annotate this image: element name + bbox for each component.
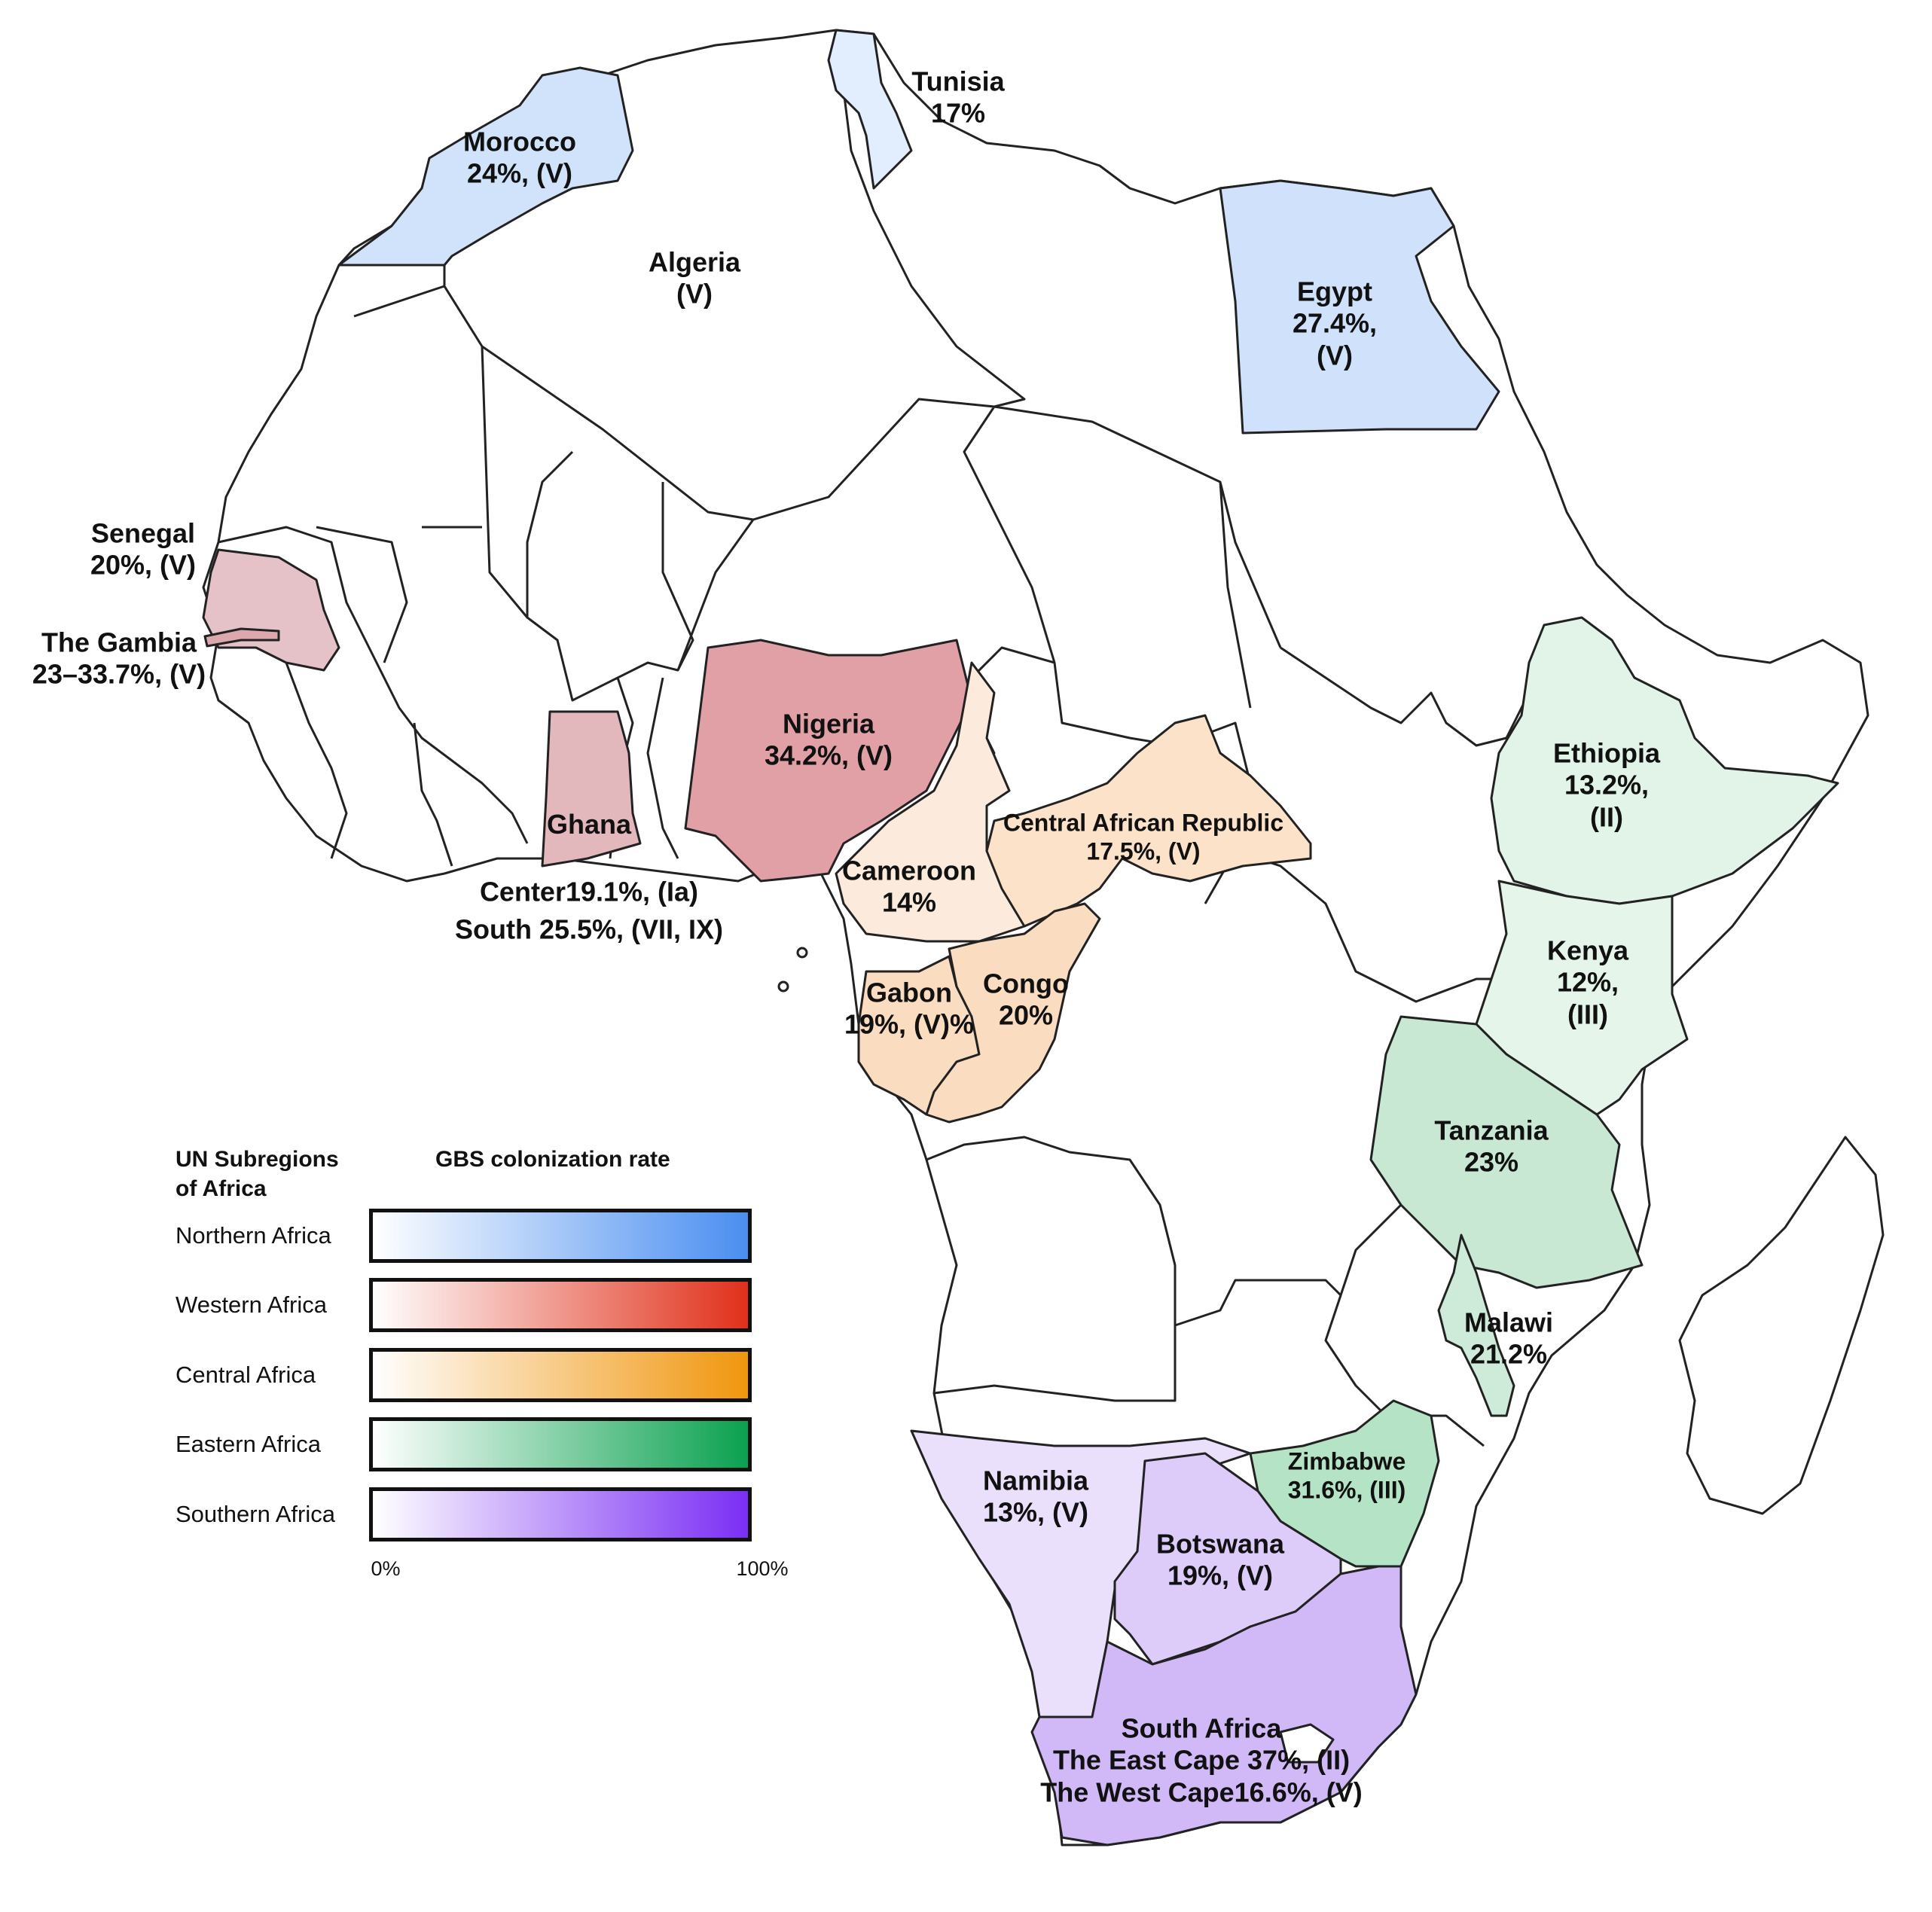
label-gambia: The Gambia 23–33.7%, (V) bbox=[32, 627, 206, 691]
label-zimbabwe-value: 31.6%, (III) bbox=[1287, 1476, 1406, 1503]
label-kenya-value: 12%, bbox=[1556, 966, 1619, 998]
country-tunisia bbox=[827, 29, 913, 190]
legend-bar-central bbox=[369, 1348, 752, 1402]
label-kenya-name: Kenya bbox=[1546, 935, 1629, 966]
label-ghana-center: Center19.1%, (Ia) bbox=[479, 876, 699, 907]
label-kenya-serotype: (III) bbox=[1567, 999, 1608, 1030]
label-tunisia-name: Tunisia bbox=[911, 66, 1005, 97]
legend-bar-southern bbox=[369, 1487, 752, 1541]
label-morocco-name: Morocco bbox=[462, 126, 577, 157]
label-south-africa: South Africa The East Cape 37%, (II) The… bbox=[1040, 1712, 1362, 1808]
label-tanzania-value: 23% bbox=[1463, 1147, 1519, 1178]
label-namibia-name: Namibia bbox=[982, 1465, 1089, 1496]
country-morocco bbox=[337, 66, 634, 267]
label-cameroon: Cameroon 14% bbox=[842, 855, 976, 919]
label-malawi-name: Malawi bbox=[1463, 1307, 1554, 1338]
legend-column-header: GBS colonization rate bbox=[435, 1147, 670, 1172]
label-botswana-value: 19%, (V) bbox=[1167, 1560, 1274, 1591]
legend-max-label: 100% bbox=[736, 1557, 789, 1580]
label-malawi-value: 21.2% bbox=[1470, 1339, 1548, 1370]
madagascar-outline bbox=[1678, 1136, 1885, 1515]
label-tanzania-name: Tanzania bbox=[1434, 1115, 1549, 1146]
label-ghana-south: South 25.5%, (VII, IX) bbox=[454, 914, 724, 945]
label-car-value: 17.5%, (V) bbox=[1086, 837, 1201, 865]
label-south-africa-west: The West Cape16.6%, (V) bbox=[1040, 1776, 1363, 1808]
label-congo: Congo 20% bbox=[983, 968, 1069, 1032]
label-ethiopia-serotype: (II) bbox=[1590, 801, 1623, 833]
country-ghana bbox=[541, 710, 642, 868]
label-ethiopia: Ethiopia 13.2%, (II) bbox=[1553, 737, 1660, 833]
legend-label-central: Central Africa bbox=[175, 1362, 316, 1388]
label-tunisia: Tunisia 17% bbox=[911, 66, 1004, 130]
legend-bar-northern bbox=[369, 1209, 752, 1263]
island-sao-tome bbox=[796, 947, 808, 959]
label-malawi: Malawi 21.2% bbox=[1464, 1307, 1553, 1371]
label-ethiopia-name: Ethiopia bbox=[1553, 737, 1660, 769]
label-morocco-value: 24%, (V) bbox=[466, 158, 573, 189]
label-south-africa-east: The East Cape 37%, (II) bbox=[1052, 1744, 1351, 1776]
label-senegal-name: Senegal bbox=[90, 517, 196, 549]
country-egypt bbox=[1219, 179, 1500, 435]
country-malawi bbox=[1437, 1233, 1515, 1417]
label-namibia-value: 13%, (V) bbox=[982, 1497, 1089, 1528]
label-gambia-value: 23–33.7%, (V) bbox=[32, 659, 206, 690]
label-algeria: Algeria (V) bbox=[649, 247, 740, 311]
label-cameroon-value: 14% bbox=[881, 887, 937, 918]
country-tanzania bbox=[1369, 1015, 1644, 1289]
label-nigeria: Nigeria 34.2%, (V) bbox=[765, 709, 893, 773]
label-ghana-name: Ghana bbox=[546, 808, 632, 840]
label-car-name: Central African Republic bbox=[1003, 809, 1284, 837]
country-ethiopia bbox=[1490, 616, 1839, 905]
label-car: Central African Republic 17.5%, (V) bbox=[1003, 809, 1283, 866]
country-congo bbox=[925, 902, 1101, 1124]
label-namibia: Namibia 13%, (V) bbox=[983, 1465, 1088, 1529]
label-kenya: Kenya 12%, (III) bbox=[1547, 935, 1628, 1030]
label-cameroon-name: Cameroon bbox=[841, 855, 977, 886]
label-nigeria-name: Nigeria bbox=[782, 708, 875, 739]
country-cameroon bbox=[835, 661, 1026, 943]
label-congo-value: 20% bbox=[998, 1000, 1054, 1031]
legend-row-header: UN Subregions of Africa bbox=[175, 1147, 339, 1201]
label-egypt-serotype: (V) bbox=[1316, 340, 1353, 371]
island-principe bbox=[777, 980, 789, 993]
label-ghana: Ghana bbox=[547, 809, 631, 840]
legend-bar-eastern bbox=[369, 1417, 752, 1471]
label-nigeria-value: 34.2%, (V) bbox=[764, 740, 893, 771]
label-gabon-value: 19%, (V)% bbox=[844, 1009, 975, 1040]
label-senegal: Senegal 20%, (V) bbox=[90, 518, 196, 582]
label-congo-name: Congo bbox=[983, 968, 1069, 999]
country-kenya bbox=[1475, 880, 1689, 1116]
country-car bbox=[985, 714, 1312, 928]
label-algeria-name: Algeria bbox=[648, 246, 741, 278]
label-south-africa-name: South Africa bbox=[1121, 1712, 1282, 1744]
label-egypt: Egypt 27.4%, (V) bbox=[1293, 276, 1377, 371]
label-senegal-value: 20%, (V) bbox=[90, 550, 197, 581]
country-gambia bbox=[203, 627, 280, 648]
legend-label-eastern: Eastern Africa bbox=[175, 1431, 321, 1457]
label-zimbabwe-name: Zimbabwe bbox=[1287, 1447, 1406, 1475]
legend-label-southern: Southern Africa bbox=[175, 1501, 335, 1527]
label-botswana: Botswana 19%, (V) bbox=[1156, 1529, 1284, 1593]
label-algeria-value: (V) bbox=[676, 279, 713, 310]
label-zimbabwe: Zimbabwe 31.6%, (III) bbox=[1288, 1447, 1406, 1505]
label-ethiopia-value: 13.2%, bbox=[1564, 769, 1650, 800]
legend-label-northern: Northern Africa bbox=[175, 1222, 331, 1249]
legend-min-label: 0% bbox=[371, 1557, 401, 1580]
label-tanzania: Tanzania 23% bbox=[1434, 1115, 1548, 1179]
country-lesotho bbox=[1279, 1723, 1335, 1764]
label-ghana-detail: Center19.1%, (Ia) South 25.5%, (VII, IX) bbox=[455, 874, 723, 950]
legend-label-western: Western Africa bbox=[175, 1291, 328, 1318]
legend-bar-western bbox=[369, 1278, 752, 1332]
label-egypt-value: 27.4%, bbox=[1292, 307, 1378, 339]
label-gabon-name: Gabon bbox=[866, 977, 952, 1008]
country-south-africa bbox=[1030, 1565, 1418, 1846]
label-gambia-name: The Gambia bbox=[41, 627, 197, 658]
label-morocco: Morocco 24%, (V) bbox=[463, 127, 576, 191]
label-gabon: Gabon 19%, (V)% bbox=[844, 977, 974, 1041]
label-botswana-name: Botswana bbox=[1155, 1528, 1285, 1560]
country-nigeria bbox=[684, 639, 973, 883]
label-egypt-name: Egypt bbox=[1296, 276, 1373, 307]
label-tunisia-value: 17% bbox=[930, 98, 986, 129]
